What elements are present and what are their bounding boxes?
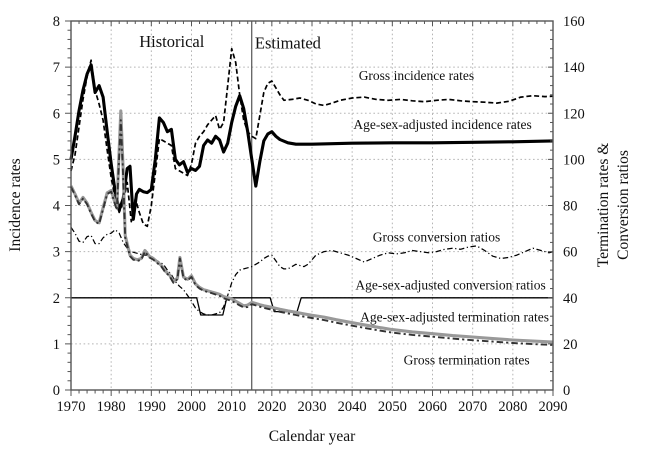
series-gross-termination-rates bbox=[70, 119, 554, 346]
x-tick-label: 2000 bbox=[177, 399, 206, 415]
x-tick-label: 1970 bbox=[57, 399, 86, 415]
y-left-tick-label: 2 bbox=[53, 291, 60, 307]
annotation-age-sex-adjusted-termination-rates: Age-sex-adjusted termination rates bbox=[360, 310, 549, 325]
x-tick-label: 1990 bbox=[137, 399, 166, 415]
y-right-tick-label: 20 bbox=[563, 337, 578, 353]
y-left-tick-label: 5 bbox=[53, 152, 60, 168]
x-tick-label: 2060 bbox=[418, 399, 447, 415]
y-right-tick-label: 140 bbox=[563, 60, 585, 76]
y-left-tick-label: 4 bbox=[53, 199, 61, 215]
y-right-tick-label: 160 bbox=[563, 14, 585, 30]
x-axis-label: Calendar year bbox=[269, 428, 356, 445]
series-age-sex-adjusted-incidence-rates bbox=[69, 63, 554, 221]
x-tick-label: 2080 bbox=[498, 399, 527, 415]
annotation-historical: Historical bbox=[139, 32, 204, 51]
axis-ticks bbox=[65, 20, 554, 396]
y-right-tick-label: 80 bbox=[563, 199, 578, 215]
y-axis-label-left: Incidence rates bbox=[7, 158, 24, 251]
y-left-tick-label: 6 bbox=[53, 106, 60, 122]
series-annotations: Historical Estimated Gross incidence rates… bbox=[139, 32, 549, 368]
x-tick-label: 2090 bbox=[539, 399, 568, 415]
x-tick-label: 2030 bbox=[298, 399, 327, 415]
y-right-tick-label: 0 bbox=[563, 383, 570, 399]
series-age-sex-adjusted-conversion-ratios bbox=[71, 297, 553, 316]
y-right-tick-label: 60 bbox=[563, 245, 578, 261]
y-axis-label-right-line2: Conversion ratios bbox=[615, 150, 632, 260]
annotation-gross-termination-rates: Gross termination rates bbox=[404, 353, 530, 368]
y-left-tick-label: 0 bbox=[53, 383, 60, 399]
y-left-tick-label: 3 bbox=[53, 245, 60, 261]
tick-labels: 1970 1980 1990 2000 2010 2020 2030 2040 2050 2060… bbox=[53, 14, 585, 415]
y-right-tick-label: 120 bbox=[563, 106, 585, 122]
x-tick-label: 2040 bbox=[338, 399, 367, 415]
annotation-estimated: Estimated bbox=[255, 34, 322, 53]
x-tick-label: 2020 bbox=[257, 399, 286, 415]
y-right-tick-label: 100 bbox=[563, 152, 585, 168]
annotation-gross-conversion-ratios: Gross conversion ratios bbox=[373, 229, 500, 244]
annotation-age-sex-adjusted-conversion-ratios: Age-sex-adjusted conversion ratios bbox=[355, 277, 545, 292]
y-right-tick-label: 40 bbox=[563, 291, 578, 307]
annotation-age-sex-adjusted-incidence-rates: Age-sex-adjusted incidence rates bbox=[353, 117, 531, 132]
y-left-tick-label: 7 bbox=[53, 60, 60, 76]
y-left-tick-label: 8 bbox=[53, 14, 60, 30]
y-left-tick-label: 1 bbox=[53, 337, 60, 353]
x-tick-label: 2010 bbox=[217, 399, 246, 415]
data-series bbox=[69, 47, 554, 346]
x-tick-label: 2050 bbox=[378, 399, 407, 415]
y-axis-label-right-line1: Termination rates & bbox=[595, 143, 612, 268]
annotation-gross-incidence-rates: Gross incidence rates bbox=[359, 68, 474, 83]
x-tick-label: 2070 bbox=[458, 399, 487, 415]
x-tick-label: 1980 bbox=[97, 399, 126, 415]
